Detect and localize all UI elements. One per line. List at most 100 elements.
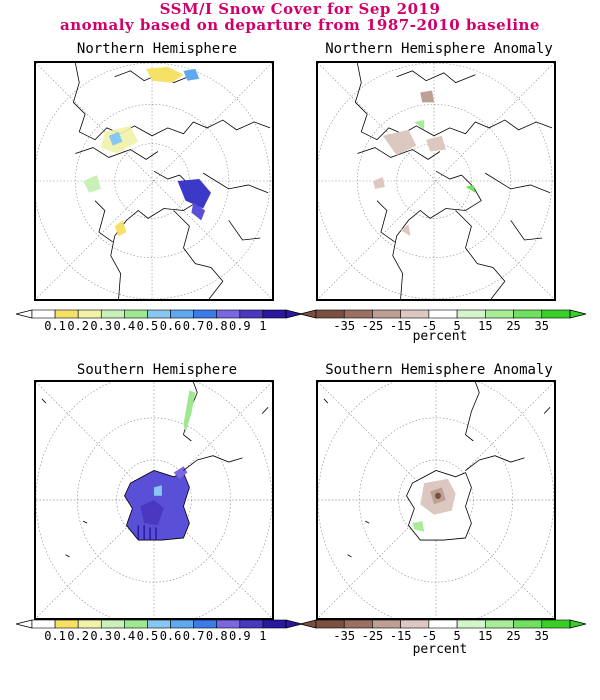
snow-colorbar-swatch (100, 619, 125, 629)
anomaly-colorbar-tick-label: 35 (535, 629, 549, 643)
snow-colorbar-tick-label: 0.2 (67, 629, 89, 643)
snow-colorbar-tick-label: 0.5 (137, 629, 159, 643)
snow-colorbar-tick-label: 0.6 (160, 319, 182, 333)
snow-colorbar-swatch (77, 309, 102, 319)
snow-colorbar-swatch (239, 619, 264, 629)
panel-title-nh: Northern Hemisphere (76, 41, 238, 57)
snow-colorbar-swatch (100, 309, 125, 319)
snow-colorbar-swatch (216, 309, 241, 319)
snow-colorbar-swatch (147, 309, 171, 319)
snow-colorbar-swatch (216, 619, 241, 629)
map-northern-hemisphere (34, 61, 274, 301)
anomaly-colorbar-arrow-right (569, 309, 587, 319)
snow-colorbar-swatch (262, 309, 287, 319)
colorbar-unit-sh: percent (412, 642, 468, 657)
snow-colorbar-tick-label: 0.7 (183, 629, 205, 643)
snow-colorbar-swatch (239, 309, 264, 319)
anomaly-colorbar-tick-label: 5 (453, 629, 460, 643)
colorbar-unit-nh: percent (412, 329, 468, 344)
anomaly-colorbar-tick-label: -5 (422, 319, 436, 333)
snow-colorbar-tick-label: 0.9 (229, 629, 251, 643)
anomaly-colorbar-swatch (456, 619, 486, 629)
nha-map-svg (318, 63, 554, 299)
anomaly-colorbar-swatch (400, 309, 430, 319)
colorbar-snow-svg: 0.1 0.2 0.3 0.4 0.5 0.6 0.7 0.8 0.9 1 (15, 619, 303, 643)
nh-map-svg (36, 63, 272, 299)
snow-colorbar-swatch (170, 619, 194, 629)
snow-colorbar-arrow-left (15, 619, 33, 629)
coastlines (354, 63, 553, 299)
graticule (318, 63, 554, 299)
anomaly-colorbar-tick-label: 15 (478, 319, 492, 333)
snow-colorbar-tick-label: 0.9 (229, 319, 251, 333)
anomaly-colorbar-arrow-left (299, 619, 317, 629)
snow-colorbar-tick-label: 0.3 (90, 629, 112, 643)
colorbar-snow-sh: 0.1 0.2 0.3 0.4 0.5 0.6 0.7 0.8 0.9 1 (14, 618, 304, 648)
anomaly-colorbar-tick-label: 25 (506, 319, 520, 333)
anomaly-colorbar-swatch (315, 619, 345, 629)
anomaly-colorbar-tick-label: -25 (362, 319, 384, 333)
anomaly-colorbar-swatch (513, 309, 543, 319)
snow-colorbar-swatch (193, 619, 218, 629)
anomaly-colorbar-tick-label: 35 (535, 319, 549, 333)
snow-colorbar-swatch (147, 619, 171, 629)
snow-colorbar-tick-label: 0.5 (137, 319, 159, 333)
map-southern-hemisphere (34, 380, 274, 620)
anomaly-cover (373, 90, 476, 237)
anomaly-colorbar-tick-label: -5 (422, 629, 436, 643)
colorbar-anomaly-sh: -35 -25 -15 -5 5 15 25 35 (298, 618, 588, 648)
anomaly-colorbar-tick-label: 15 (478, 629, 492, 643)
snow-colorbar-tick-label: 0.2 (67, 319, 89, 333)
snow-colorbar-arrow-left (15, 309, 33, 319)
colorbar-anomaly-svg: -35 -25 -15 -5 5 15 25 35 (299, 309, 587, 333)
snow-colorbar-tick-label: 0.1 (44, 319, 66, 333)
panel-title-sh: Southern Hemisphere (76, 362, 238, 378)
snow-colorbar-arrow-right (285, 309, 303, 319)
anomaly-colorbar-tick-label: 25 (506, 629, 520, 643)
snow-colorbar-swatch (262, 619, 287, 629)
anomaly-colorbar-swatch (541, 619, 571, 629)
snow-colorbar-swatch (124, 619, 148, 629)
snow-colorbar-swatch (170, 309, 194, 319)
map-southern-hemisphere-anomaly (316, 380, 556, 620)
anomaly-colorbar-swatch (541, 309, 571, 319)
anomaly-colorbar-swatch (343, 309, 373, 319)
snow-colorbar-tick-label: 0.1 (44, 629, 66, 643)
anomaly-colorbar-swatch (485, 309, 514, 319)
anomaly-colorbar-swatch (372, 309, 401, 319)
anomaly-colorbar-swatch (456, 309, 486, 319)
snow-colorbar-arrow-right (285, 619, 303, 629)
anomaly-colorbar-swatch (485, 619, 514, 629)
map-title: SSM/I Snow Cover for Sep 2019 (159, 0, 441, 18)
panel-title-nha: Northern Hemisphere Anomaly (325, 41, 553, 57)
sha-map-svg (318, 382, 554, 618)
colorbar-anomaly-nh: -35 -25 -15 -5 5 15 25 35 (298, 308, 588, 338)
snow-colorbar-swatch (54, 309, 79, 319)
anomaly-colorbar-swatch (428, 309, 458, 319)
snow-colorbar-tick-label: 1 (259, 629, 266, 643)
snow-colorbar-tick-label: 0.4 (114, 319, 136, 333)
snow-colorbar-swatch (77, 619, 102, 629)
snow-colorbar-tick-label: 0.8 (206, 629, 228, 643)
antarctica-anomaly (406, 470, 472, 541)
sh-map-svg (36, 382, 272, 618)
anomaly-colorbar-arrow-right (569, 619, 587, 629)
map-northern-hemisphere-anomaly (316, 61, 556, 301)
anomaly-colorbar-swatch (428, 619, 458, 629)
coastlines (323, 382, 551, 558)
colorbar-snow-nh: 0.1 0.2 0.3 0.4 0.5 0.6 0.7 0.8 0.9 1 (14, 308, 304, 338)
snow-colorbar-tick-label: 0.4 (114, 629, 136, 643)
snow-colorbar-swatch (31, 619, 56, 629)
anomaly-colorbar-tick-label: 5 (453, 319, 460, 333)
snow-colorbar-tick-label: 0.6 (160, 629, 182, 643)
anomaly-colorbar-tick-label: -15 (390, 319, 412, 333)
anomaly-colorbar-swatch (372, 619, 401, 629)
snow-colorbar-swatch (31, 309, 56, 319)
anomaly-colorbar-swatch (343, 619, 373, 629)
colorbar-anomaly-svg: -35 -25 -15 -5 5 15 25 35 (299, 619, 587, 643)
snow-colorbar-swatch (54, 619, 79, 629)
anomaly-colorbar-tick-label: -15 (390, 629, 412, 643)
south-america-snow (183, 390, 196, 433)
map-subtitle: anomaly based on departure from 1987-201… (60, 16, 540, 34)
snow-cover (83, 66, 212, 237)
